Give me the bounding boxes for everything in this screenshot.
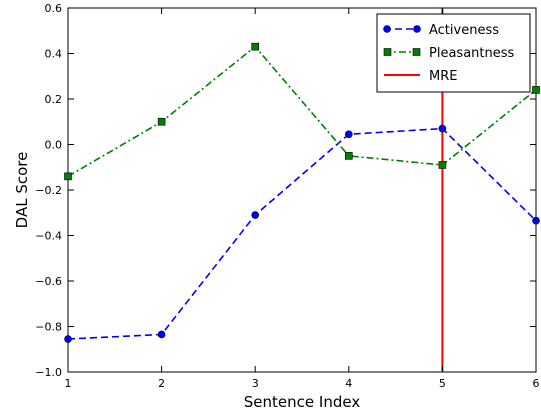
series-layer	[64, 8, 540, 372]
activeness-point	[344, 130, 353, 139]
series-line-pleasantness	[67, 45, 537, 178]
activeness-point	[157, 330, 166, 339]
pleasantness-point	[64, 172, 72, 181]
y-axis-title: DAL Score	[13, 152, 31, 229]
activeness-point	[438, 124, 447, 133]
y-tick-label: −1.0	[35, 366, 62, 379]
x-tick-label: 5	[439, 377, 446, 390]
legend-marker	[383, 25, 391, 33]
y-tick-label: 0.0	[45, 139, 63, 152]
legend: Activeness Pleasantness MRE	[376, 13, 531, 93]
y-tick-label: 0.2	[45, 93, 63, 106]
y-tick-label: −0.8	[35, 321, 62, 334]
legend-marker	[383, 48, 392, 56]
x-axis-title: Sentence Index	[244, 393, 361, 410]
y-tick-label: −0.6	[35, 275, 62, 288]
pleasantness-point	[438, 161, 447, 169]
x-tick-label: 6	[533, 377, 540, 390]
legend-label: Pleasantness	[429, 46, 515, 61]
y-tick-label: −0.4	[35, 230, 62, 243]
legend-marker	[412, 48, 421, 56]
x-tick-label: 3	[252, 377, 259, 390]
axis-titles: Sentence Index DAL Score	[13, 152, 360, 410]
pleasantness-point	[532, 86, 540, 94]
pleasantness-point	[157, 117, 166, 126]
x-tick-label: 2	[158, 377, 165, 390]
x-tick-label: 1	[65, 377, 72, 390]
series-line-activeness	[67, 127, 537, 340]
pleasantness-point	[344, 152, 353, 160]
legend-box	[376, 13, 531, 93]
legend-label: MRE	[429, 69, 457, 84]
y-tick-label: −0.2	[35, 184, 62, 197]
ticks-layer: 1 2 3 4 5 6 −1.0 −0.8 −0.6 −0.4 −0.2 0.0 0.2 0.4 0.6	[35, 2, 539, 390]
x-tick-label: 4	[345, 377, 352, 390]
y-tick-label: 0.6	[45, 2, 63, 15]
activeness-point	[64, 335, 72, 343]
activeness-point	[251, 211, 259, 219]
y-tick-label: 0.4	[45, 48, 63, 61]
activeness-point	[532, 216, 540, 225]
legend-label: Activeness	[429, 23, 499, 38]
legend-marker	[413, 25, 421, 33]
pleasantness-point	[251, 42, 259, 51]
